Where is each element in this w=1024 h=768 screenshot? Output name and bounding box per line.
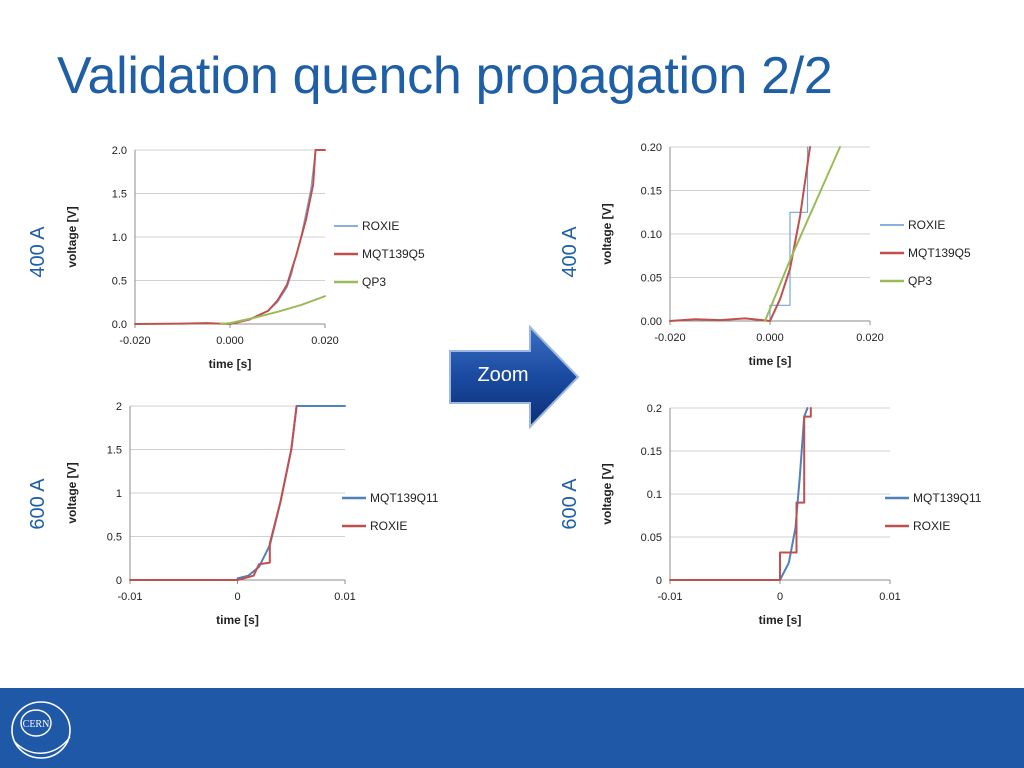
- series-line-qp3: [219, 295, 326, 325]
- y-tick-label: 1: [116, 488, 122, 500]
- x-tick-label: 0.020: [311, 335, 339, 347]
- footer-bar: [0, 688, 1024, 768]
- zoom-label: Zoom: [477, 364, 529, 386]
- x-tick-label: -0.01: [657, 591, 682, 603]
- x-tick-label: 0.000: [756, 332, 784, 344]
- y-tick-label: 0.10: [641, 229, 662, 241]
- y-tick-label: 0.15: [641, 446, 662, 458]
- y-tick-label: 0.20: [641, 142, 662, 154]
- y-tick-label: 0.5: [107, 532, 122, 544]
- y-axis-title: voltage [V]: [600, 203, 614, 264]
- current-label-400a-left: 400 A: [27, 226, 49, 278]
- y-tick-label: 1.0: [112, 232, 127, 244]
- cern-logo: CERN: [11, 701, 71, 759]
- legend-label: MQT139Q5: [362, 247, 425, 261]
- x-axis-title: time [s]: [749, 354, 792, 368]
- legend-label: ROXIE: [913, 519, 950, 533]
- legend-label: QP3: [908, 274, 932, 288]
- current-label-400a-right: 400 A: [559, 226, 581, 278]
- chart-400a-zoom: 0.00 0.05 0.10 0.15 0.20 -0.020 0.000 0.020 time…: [600, 142, 971, 368]
- legend-label: ROXIE: [362, 219, 399, 233]
- series-line-mqt139q5: [669, 146, 811, 322]
- series-line-mqt139q11: [236, 405, 346, 580]
- y-tick-label: 0.05: [641, 273, 662, 285]
- x-tick-label: 0.020: [856, 332, 884, 344]
- x-tick-label: -0.020: [654, 332, 685, 344]
- y-tick-label: 0.5: [112, 276, 127, 288]
- y-tick-label: 2.0: [112, 145, 127, 157]
- series-line-roxie: [129, 405, 298, 581]
- y-tick-label: 0.05: [641, 532, 662, 544]
- y-tick-label: 0: [656, 575, 662, 587]
- slide-title: Validation quench propagation 2/2: [57, 47, 833, 105]
- series-line-qp3: [764, 146, 841, 322]
- chart-600a-full: 0 0.5 1 1.5 2 -0.01 0 0.01 time [s] voltage [V] MQ…: [65, 401, 439, 627]
- legend-label: MQT139Q11: [913, 491, 982, 505]
- y-axis-title: voltage [V]: [65, 206, 79, 267]
- x-tick-label: 0: [777, 591, 783, 603]
- x-axis-title: time [s]: [216, 613, 259, 627]
- cern-logo-text: CERN: [23, 719, 50, 730]
- current-label-600a-left: 600 A: [27, 478, 49, 530]
- y-tick-label: 0.15: [641, 186, 662, 198]
- y-tick-label: 0.00: [641, 316, 662, 328]
- x-tick-label: 0.01: [879, 591, 900, 603]
- zoom-arrow: [449, 325, 580, 429]
- current-label-600a-right: 600 A: [559, 478, 581, 530]
- legend-label: ROXIE: [370, 519, 407, 533]
- y-tick-label: 0.0: [112, 319, 127, 331]
- chart-400a-full: 0.0 0.5 1.0 1.5 2.0 -0.020 0.000 0.020 time [s] v…: [65, 145, 425, 371]
- series-line-roxie: [669, 407, 812, 581]
- legend-label: MQT139Q5: [908, 246, 971, 260]
- y-axis-title: voltage [V]: [65, 462, 79, 523]
- x-tick-label: 0: [234, 591, 240, 603]
- legend-label: MQT139Q11: [370, 491, 439, 505]
- x-axis-title: time [s]: [759, 613, 802, 627]
- x-tick-label: -0.020: [119, 335, 150, 347]
- x-tick-label: 0.01: [334, 591, 355, 603]
- legend-label: QP3: [362, 275, 386, 289]
- chart-600a-zoom: 0 0.05 0.1 0.15 0.2 -0.01 0 0.01 time [s] voltage…: [600, 403, 982, 627]
- legend-label: ROXIE: [908, 218, 945, 232]
- x-tick-label: 0.000: [216, 335, 244, 347]
- y-tick-label: 1.5: [112, 189, 127, 201]
- x-axis-title: time [s]: [209, 357, 252, 371]
- x-tick-label: -0.01: [117, 591, 142, 603]
- y-tick-label: 0.1: [647, 489, 662, 501]
- y-tick-label: 0: [116, 575, 122, 587]
- series-line-mqt139q5: [134, 149, 326, 325]
- y-tick-label: 2: [116, 401, 122, 413]
- y-axis-title: voltage [V]: [600, 463, 614, 524]
- y-tick-label: 0.2: [647, 403, 662, 415]
- y-tick-label: 1.5: [107, 445, 122, 457]
